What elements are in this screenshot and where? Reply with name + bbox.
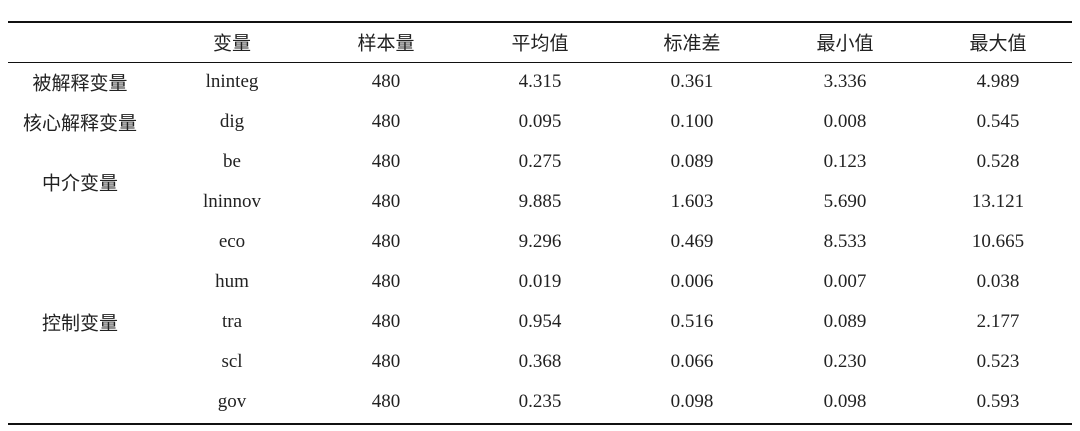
data-cell: 0.095 — [518, 111, 562, 132]
data-cell: 0.123 — [823, 151, 867, 172]
data-cell: 0.275 — [518, 151, 562, 172]
header-cell: 变量 — [212, 33, 252, 55]
data-cell: 1.603 — [670, 191, 714, 212]
data-cell: 13.121 — [971, 191, 1025, 212]
data-cell: 0.516 — [670, 311, 714, 332]
data-cell: 480 — [371, 391, 401, 412]
data-cell: 0.008 — [823, 111, 867, 132]
variable-name: be — [223, 151, 241, 172]
data-cell: 480 — [371, 191, 401, 212]
data-cell: 0.361 — [670, 71, 714, 92]
data-cell: 480 — [371, 111, 401, 132]
data-cell: 4.315 — [518, 71, 562, 92]
data-cell: 0.100 — [670, 111, 714, 132]
header-cell: 平均值 — [511, 33, 569, 55]
data-cell: 0.523 — [976, 351, 1020, 372]
group-label: 被解释变量 — [32, 73, 128, 95]
data-cell: 2.177 — [976, 311, 1020, 332]
data-cell: 0.593 — [976, 391, 1020, 412]
data-cell: 0.954 — [518, 311, 562, 332]
data-cell: 0.066 — [670, 351, 714, 372]
data-cell: 0.006 — [670, 271, 714, 292]
group-label: 控制变量 — [41, 313, 119, 335]
data-cell: 0.098 — [670, 391, 714, 412]
header-cell: 最小值 — [816, 33, 874, 55]
data-cell: 480 — [371, 311, 401, 332]
data-cell: 480 — [371, 71, 401, 92]
header-cell: 最大值 — [969, 33, 1027, 55]
data-cell: 0.019 — [518, 271, 562, 292]
variable-name: hum — [215, 271, 249, 292]
bottom-rule — [8, 423, 1072, 425]
data-cell: 3.336 — [823, 71, 867, 92]
header-cell: 标准差 — [663, 33, 721, 55]
data-cell: 0.230 — [823, 351, 867, 372]
variable-name: scl — [221, 351, 243, 372]
top-rule — [8, 21, 1072, 23]
data-cell: 4.989 — [976, 71, 1020, 92]
data-cell: 480 — [371, 231, 401, 252]
variable-name: lninnov — [202, 191, 262, 212]
data-cell: 0.545 — [976, 111, 1020, 132]
data-cell: 9.296 — [518, 231, 562, 252]
data-cell: 480 — [371, 151, 401, 172]
data-cell: 8.533 — [823, 231, 867, 252]
variable-name: gov — [217, 391, 247, 412]
data-cell: 0.235 — [518, 391, 562, 412]
data-cell: 10.665 — [971, 231, 1025, 252]
variable-name: lninteg — [205, 71, 259, 92]
data-cell: 0.469 — [670, 231, 714, 252]
group-label: 中介变量 — [41, 173, 119, 195]
header-rule — [8, 62, 1072, 63]
data-cell: 0.528 — [976, 151, 1020, 172]
data-cell: 0.098 — [823, 391, 867, 412]
data-cell: 0.089 — [670, 151, 714, 172]
variable-name: eco — [218, 231, 246, 252]
data-cell: 9.885 — [518, 191, 562, 212]
data-cell: 0.089 — [823, 311, 867, 332]
data-cell: 0.368 — [518, 351, 562, 372]
header-cell: 样本量 — [357, 33, 415, 55]
variable-name: tra — [221, 311, 243, 332]
data-cell: 5.690 — [823, 191, 867, 212]
data-cell: 0.038 — [976, 271, 1020, 292]
data-cell: 480 — [371, 351, 401, 372]
data-cell: 0.007 — [823, 271, 867, 292]
group-label: 核心解释变量 — [22, 113, 138, 135]
data-cell: 480 — [371, 271, 401, 292]
variable-name: dig — [219, 111, 245, 132]
